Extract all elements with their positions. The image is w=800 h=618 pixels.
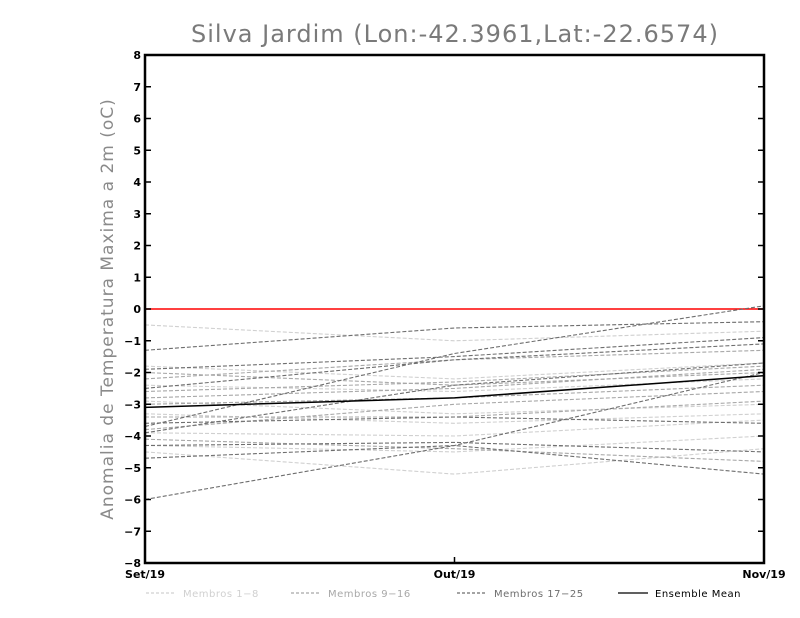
series-line-membro-19 <box>144 305 765 428</box>
y-axis-label: Anomalia de Temperatura Maxima a 2m (oC) <box>98 98 118 520</box>
y-tick-label: −4 <box>124 430 141 443</box>
series-line-membro-10 <box>144 365 765 393</box>
series-line-membro-23 <box>144 441 765 453</box>
x-tick-label: Set/19 <box>125 568 165 581</box>
series-line-membro-25 <box>144 362 765 434</box>
series-line-membro-2 <box>144 362 765 380</box>
series-line-membro-22 <box>144 337 765 370</box>
legend-label-ensemble-mean: Ensemble Mean <box>655 589 741 600</box>
x-ticks: Set/19 Out/19 Nov/19 <box>125 557 786 581</box>
series-line-membro-21 <box>144 444 765 475</box>
legend-label-membros-9-16: Membros 9−16 <box>328 589 411 600</box>
series-line-ensemble-mean <box>144 374 765 409</box>
y-tick-label: −7 <box>124 525 141 538</box>
y-tick-label: −5 <box>124 462 141 475</box>
legend-label-membros-17-25: Membros 17−25 <box>494 589 584 600</box>
x-tick-label: Out/19 <box>434 568 476 581</box>
series-line-membro-9 <box>144 349 765 380</box>
y-tick-label: 0 <box>133 303 141 316</box>
y-tick-label: −8 <box>124 557 141 570</box>
series-line-membro-8 <box>144 419 765 437</box>
series-line-membro-12 <box>145 400 765 418</box>
y-tick-label: 4 <box>133 176 141 189</box>
series-line-membro-7 <box>144 448 765 475</box>
y-tick-label: 7 <box>133 81 141 94</box>
y-tick-label: 3 <box>133 208 141 221</box>
y-tick-label: −2 <box>124 367 141 380</box>
series-line-membro-6 <box>144 435 765 453</box>
y-tick-label: −6 <box>124 494 141 507</box>
series-line-membro-17 <box>144 321 765 351</box>
series-line-membro-4 <box>144 400 765 415</box>
y-ticks: −8 −7 −6 −5 −4 −3 −2 −1 0 1 2 3 4 5 6 7 8 <box>124 49 764 570</box>
y-tick-label: 5 <box>133 144 141 157</box>
series-line-membro-16 <box>144 368 765 399</box>
series-line-membro-24 <box>144 343 765 389</box>
y-tick-label: −3 <box>124 398 141 411</box>
x-tick-label: Nov/19 <box>742 568 785 581</box>
y-tick-label: 8 <box>133 49 141 62</box>
legend-label-membros-1-8: Membros 1−8 <box>183 589 259 600</box>
y-tick-label: 1 <box>133 271 141 284</box>
y-tick-label: −1 <box>124 335 141 348</box>
plot-lines <box>144 305 765 501</box>
y-tick-label: 2 <box>133 240 141 253</box>
legend: Membros 1−8 Membros 9−16 Membros 17−25 Ense… <box>146 589 741 600</box>
series-line-membro-20 <box>144 416 765 424</box>
chart-title: Silva Jardim (Lon:-42.3961,Lat:-22.6574) <box>191 20 719 48</box>
series-line-membro-1 <box>144 324 765 342</box>
series-line-membro-14 <box>144 438 765 462</box>
y-tick-label: 6 <box>133 113 141 126</box>
